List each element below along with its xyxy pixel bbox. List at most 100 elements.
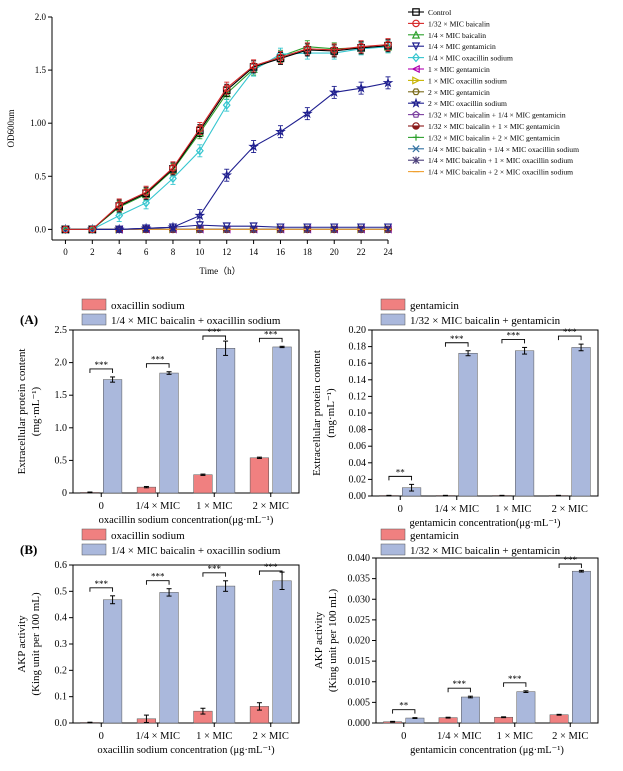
growth-x-tick-label: 20 <box>330 247 340 257</box>
y-tick-label: 0.3 <box>55 639 68 650</box>
growth-x-tick-label: 16 <box>276 247 286 257</box>
legend-item: 1/32 × MIC baicalin + gentamicin <box>380 543 561 557</box>
legend-item: 1/32 × MIC baicalin + gentamicin <box>380 313 561 327</box>
bar-1-4-mic-baicalin-oxacillin-sodium <box>272 346 292 494</box>
data-point <box>384 40 392 49</box>
data-point <box>113 223 125 234</box>
data-point <box>222 84 231 92</box>
x-tick-label: 1/4 × MIC <box>435 504 479 515</box>
significance-bracket <box>392 709 416 714</box>
significance-label: *** <box>208 327 222 337</box>
legend-label: 1/4 × MIC baicalin <box>428 31 486 40</box>
y-tick-label: 0.04 <box>349 458 367 469</box>
legend-marker <box>410 97 422 108</box>
bar-1-4-mic-baicalin-oxacillin-sodium <box>159 372 179 494</box>
data-point <box>249 222 258 231</box>
legend-marker <box>411 64 420 74</box>
data-point <box>221 169 233 180</box>
x-tick-label: 2 × MIC <box>552 731 588 742</box>
legend-swatch <box>81 313 107 326</box>
y-tick-label: 0.010 <box>348 677 371 688</box>
data-point <box>169 163 177 172</box>
bar-1-32-mic-baicalin-gentamicin <box>461 696 480 724</box>
significance-label: *** <box>453 679 467 689</box>
legend-marker <box>412 156 420 164</box>
x-tick-label: 0 <box>99 501 104 512</box>
y-tick-label: 0.6 <box>55 560 68 571</box>
legend-swatch <box>380 298 406 311</box>
y-tick-label: 0 <box>62 488 67 499</box>
x-tick-label: 1 × MIC <box>495 504 531 515</box>
significance-label: ** <box>396 467 406 477</box>
y-tick-label: 0.4 <box>55 613 68 624</box>
y-tick-label: 0.000 <box>348 718 371 729</box>
legend: oxacillin sodium 1/4 × MIC baicalin + oxa… <box>81 298 281 327</box>
y-tick-label: 0.08 <box>349 425 367 436</box>
significance-bracket <box>258 337 283 343</box>
legend-swatch <box>81 298 107 311</box>
significance-bracket <box>145 580 170 585</box>
x-axis-label: oxacillin sodium concentration (μg·mL⁻¹) <box>97 745 275 756</box>
legend-item: gentamicin <box>380 298 459 312</box>
y-tick-label: 0.035 <box>348 574 371 585</box>
legend-item: 1/4 × MIC baicalin + oxacillin sodium <box>81 543 281 557</box>
legend-marker <box>412 19 420 28</box>
significance-bracket <box>202 335 227 340</box>
significance-bracket <box>501 338 526 344</box>
growth-x-tick-label: 4 <box>117 247 122 257</box>
data-point <box>383 223 393 232</box>
data-point <box>88 225 97 234</box>
legend-label: 1/32 × MIC baicalin + gentamicin <box>410 545 561 557</box>
growth-x-tick-label: 22 <box>357 247 366 257</box>
significance-label: *** <box>208 564 222 574</box>
data-point <box>142 198 151 208</box>
y-tick-label: 0.040 <box>348 553 371 564</box>
data-point <box>357 42 365 51</box>
legend-marker <box>412 8 420 16</box>
y-axis-label: Extracellular protein content <box>16 349 28 475</box>
legend-marker <box>412 76 421 85</box>
data-point <box>356 223 366 232</box>
growth-x-tick-label: 18 <box>303 247 313 257</box>
x-tick-label: 1 × MIC <box>497 731 533 742</box>
growth-x-tick-label: 14 <box>249 247 259 257</box>
y-tick-label: 0.005 <box>348 697 371 708</box>
x-tick-label: 2 × MIC <box>253 501 289 512</box>
x-tick-label: 1/4 × MIC <box>136 731 180 742</box>
legend-item: 2 × MIC gentamicin <box>408 88 490 97</box>
significance-label: ** <box>399 701 409 711</box>
growth-x-tick-label: 2 <box>90 247 95 257</box>
data-point <box>303 223 312 232</box>
y-tick-label: 0.06 <box>349 441 367 452</box>
legend-label: 1/4 × MIC baicalin + 2 × MIC oxacillin s… <box>428 168 573 177</box>
x-tick-label: 0 <box>99 731 104 742</box>
data-point <box>222 100 231 110</box>
chart-protein-oxa: 0 0.5 1.0 1.5 2.0 2.5 0 *** 1/4 × MIC *** 1 × MIC *… <box>16 298 300 526</box>
bar-1-4-mic-baicalin-oxacillin-sodium <box>159 592 179 724</box>
y-axis-unit: (mg·mL⁻¹) <box>30 386 42 436</box>
data-point <box>355 82 367 93</box>
x-tick-label: 1/4 × MIC <box>437 731 481 742</box>
significance-label: *** <box>508 674 522 684</box>
legend-item: 1/32 × MIC baicalin + 1 × MIC gentamicin <box>408 122 560 131</box>
legend-label: 2 × MIC gentamicin <box>428 88 490 97</box>
legend-label: 1/4 × MIC oxacillin sodium <box>428 54 513 63</box>
legend-label: 1/32 × MIC baicalin <box>428 19 490 28</box>
bar-oxacillin-sodium <box>193 474 213 494</box>
legend-item: 1/4 × MIC baicalin + 1 × MIC oxacillin s… <box>408 156 573 165</box>
y-tick-label: 1.0 <box>55 423 68 434</box>
legend-marker <box>412 134 420 141</box>
y-axis-label: Extracellular protein content <box>311 350 323 476</box>
growth-x-tick-label: 8 <box>171 247 176 257</box>
data-point <box>276 223 285 232</box>
legend-item: oxacillin sodium <box>81 528 185 542</box>
y-tick-label: 0.0 <box>55 718 68 729</box>
series-line <box>65 44 389 230</box>
y-tick-label: 0.16 <box>349 358 367 369</box>
y-tick-label: 0.5 <box>55 586 68 597</box>
significance-bracket <box>558 563 582 568</box>
legend-label: 1/4 × MIC baicalin + 1 × MIC oxacillin s… <box>428 156 573 165</box>
bar-1-4-mic-baicalin-oxacillin-sodium <box>216 585 236 724</box>
legend-label: 1 × MIC gentamicin <box>428 65 490 74</box>
